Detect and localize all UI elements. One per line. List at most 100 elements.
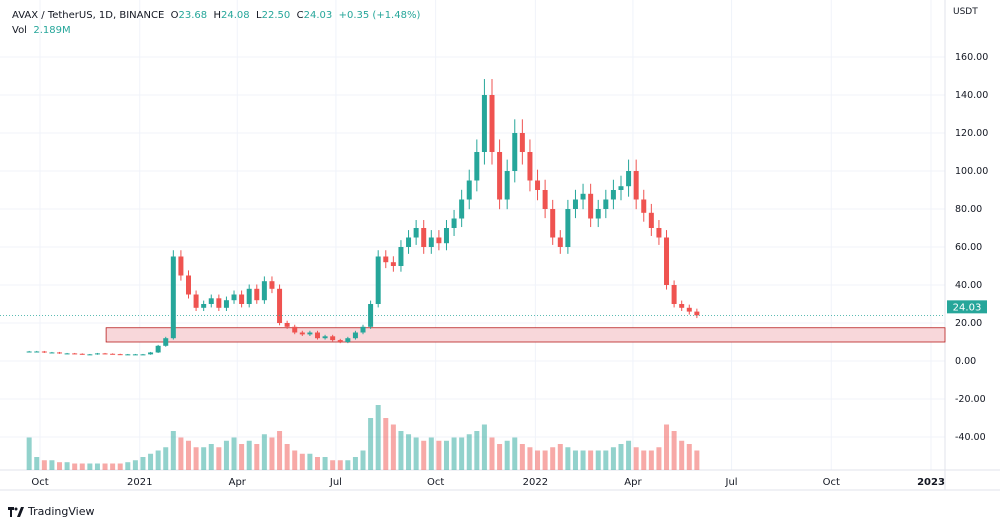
volume-bar (618, 444, 624, 470)
candle-body (345, 338, 351, 342)
volume-value: 2.189M (33, 25, 71, 36)
volume-bar (565, 447, 571, 470)
volume-bar (557, 444, 563, 470)
volume-bar (535, 450, 541, 470)
candle-body (223, 300, 229, 308)
open-label: O (170, 10, 179, 21)
symbol-title[interactable]: AVAX / TetherUS, 1D, BINANCE (12, 10, 165, 21)
volume-bar (132, 460, 138, 470)
volume-bar (49, 460, 55, 470)
candle-body (368, 304, 374, 327)
candle-body (398, 247, 404, 266)
volume-bar (208, 444, 214, 470)
candle-body (618, 186, 624, 190)
x-tick-label: Jul (725, 477, 738, 488)
volume-bar (489, 437, 495, 470)
candle-body (277, 288, 283, 323)
x-tick-label: 2022 (523, 477, 548, 488)
volume-bar (527, 447, 533, 470)
candle-body (155, 345, 161, 353)
candle-body (572, 199, 578, 209)
x-tick-label: 2023 (917, 477, 945, 488)
legend: AVAX / TetherUS, 1D, BINANCE O23.68 H24.… (12, 8, 420, 38)
volume-bar (292, 450, 298, 470)
volume-bar (314, 457, 320, 470)
candle-body (527, 152, 533, 181)
candle-body (443, 228, 449, 244)
candle-body (451, 218, 457, 228)
candle-body (595, 209, 601, 219)
volume-bar (451, 437, 457, 470)
candle-body (72, 353, 78, 355)
volume-bar (125, 462, 131, 470)
candle-body (49, 352, 55, 354)
y-tick-label: 120.00 (955, 128, 988, 139)
volume-bar (588, 450, 594, 470)
low-label: L (256, 10, 262, 21)
volume-bar (656, 447, 662, 470)
volume-bar (110, 463, 116, 470)
y-tick-label: 40.00 (955, 280, 982, 291)
support-zone (105, 327, 946, 343)
candle-body (671, 285, 677, 304)
open-value: 23.68 (178, 10, 208, 21)
y-tick-label: -20.00 (955, 394, 986, 405)
candle-body (170, 256, 176, 339)
candle-body (466, 180, 472, 200)
candle-body (603, 199, 609, 209)
volume-bar (641, 450, 647, 470)
candle-body (239, 294, 245, 304)
candle-body (421, 228, 427, 247)
volume-bar (504, 440, 510, 470)
tradingview-logo[interactable]: TradingView (8, 505, 94, 518)
candle-body (413, 228, 419, 238)
volume-bar (512, 437, 518, 470)
candle-body (679, 304, 685, 308)
candle-body (648, 212, 654, 228)
volume-bar (413, 437, 419, 470)
volume-bar (72, 463, 78, 470)
candle-body (383, 256, 389, 263)
candle-body (314, 332, 320, 339)
candle-body (360, 326, 366, 333)
volume-bar (231, 437, 237, 470)
volume-bar (34, 457, 40, 470)
volume-bar (330, 460, 336, 470)
volume-bar (436, 440, 442, 470)
volume-bar (519, 444, 525, 470)
candle-body (664, 237, 670, 285)
volume-bar (459, 437, 465, 470)
candle-body (254, 288, 260, 301)
candle-body (512, 133, 518, 171)
volume-bar (284, 444, 290, 470)
volume-bar (481, 424, 487, 470)
candle-body (519, 133, 525, 152)
volume-bar (87, 463, 93, 470)
y-tick-label: 140.00 (955, 90, 988, 101)
candle-body (307, 332, 313, 335)
candle-body (474, 152, 480, 181)
candle-body (550, 209, 556, 238)
volume-bar (216, 447, 222, 470)
candle-body (94, 353, 100, 355)
y-tick-label: 20.00 (955, 318, 982, 329)
volume-bar (360, 450, 366, 470)
volume-bar (572, 450, 578, 470)
y-tick-label: 0.00 (955, 356, 976, 367)
candle-body (79, 353, 85, 355)
volume-bar (633, 447, 639, 470)
y-tick-label: 100.00 (955, 166, 988, 177)
volume-bar (580, 450, 586, 470)
candle-body (64, 353, 70, 355)
volume-bar (223, 440, 229, 470)
close-value: 24.03 (303, 10, 333, 21)
volume-bar (155, 450, 161, 470)
candle-body (481, 95, 487, 152)
volume-bar (443, 440, 449, 470)
volume-bar (148, 453, 154, 470)
volume-bar (497, 444, 503, 470)
volume-bar (186, 440, 191, 470)
last-price-badge (947, 300, 987, 314)
volume-bar (626, 440, 632, 470)
